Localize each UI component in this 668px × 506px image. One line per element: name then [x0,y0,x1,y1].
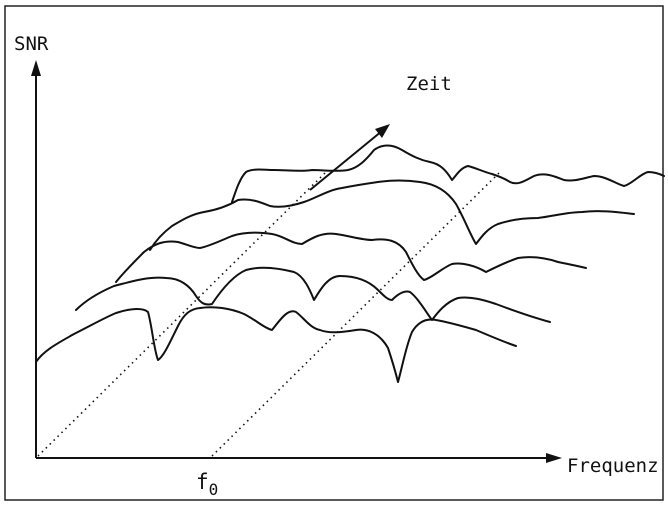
dotted-guide-f0 [211,171,501,457]
spectrum-trace-3 [115,231,587,283]
spectrum-trace-1 [35,306,517,383]
time-axis-arrowhead [375,124,390,138]
y-axis-label: SNR [14,33,49,55]
x-tick-label-f0: f0 [196,470,218,499]
x-tick-label-f: f [196,470,209,494]
time-axis [309,130,383,191]
x-axis-label: Frequenz [567,455,659,477]
time-axis-label: Zeit [406,73,452,95]
x-axis-arrowhead [546,453,562,463]
figure-frame [4,5,664,501]
x-tick-label-subscript: 0 [209,480,219,499]
dotted-guide-origin [37,171,327,457]
spectrum-trace-5 [231,144,665,203]
y-axis-arrowhead [31,60,41,76]
spectrum-trace-2 [75,266,551,323]
spectrum-trace-4 [149,179,635,251]
